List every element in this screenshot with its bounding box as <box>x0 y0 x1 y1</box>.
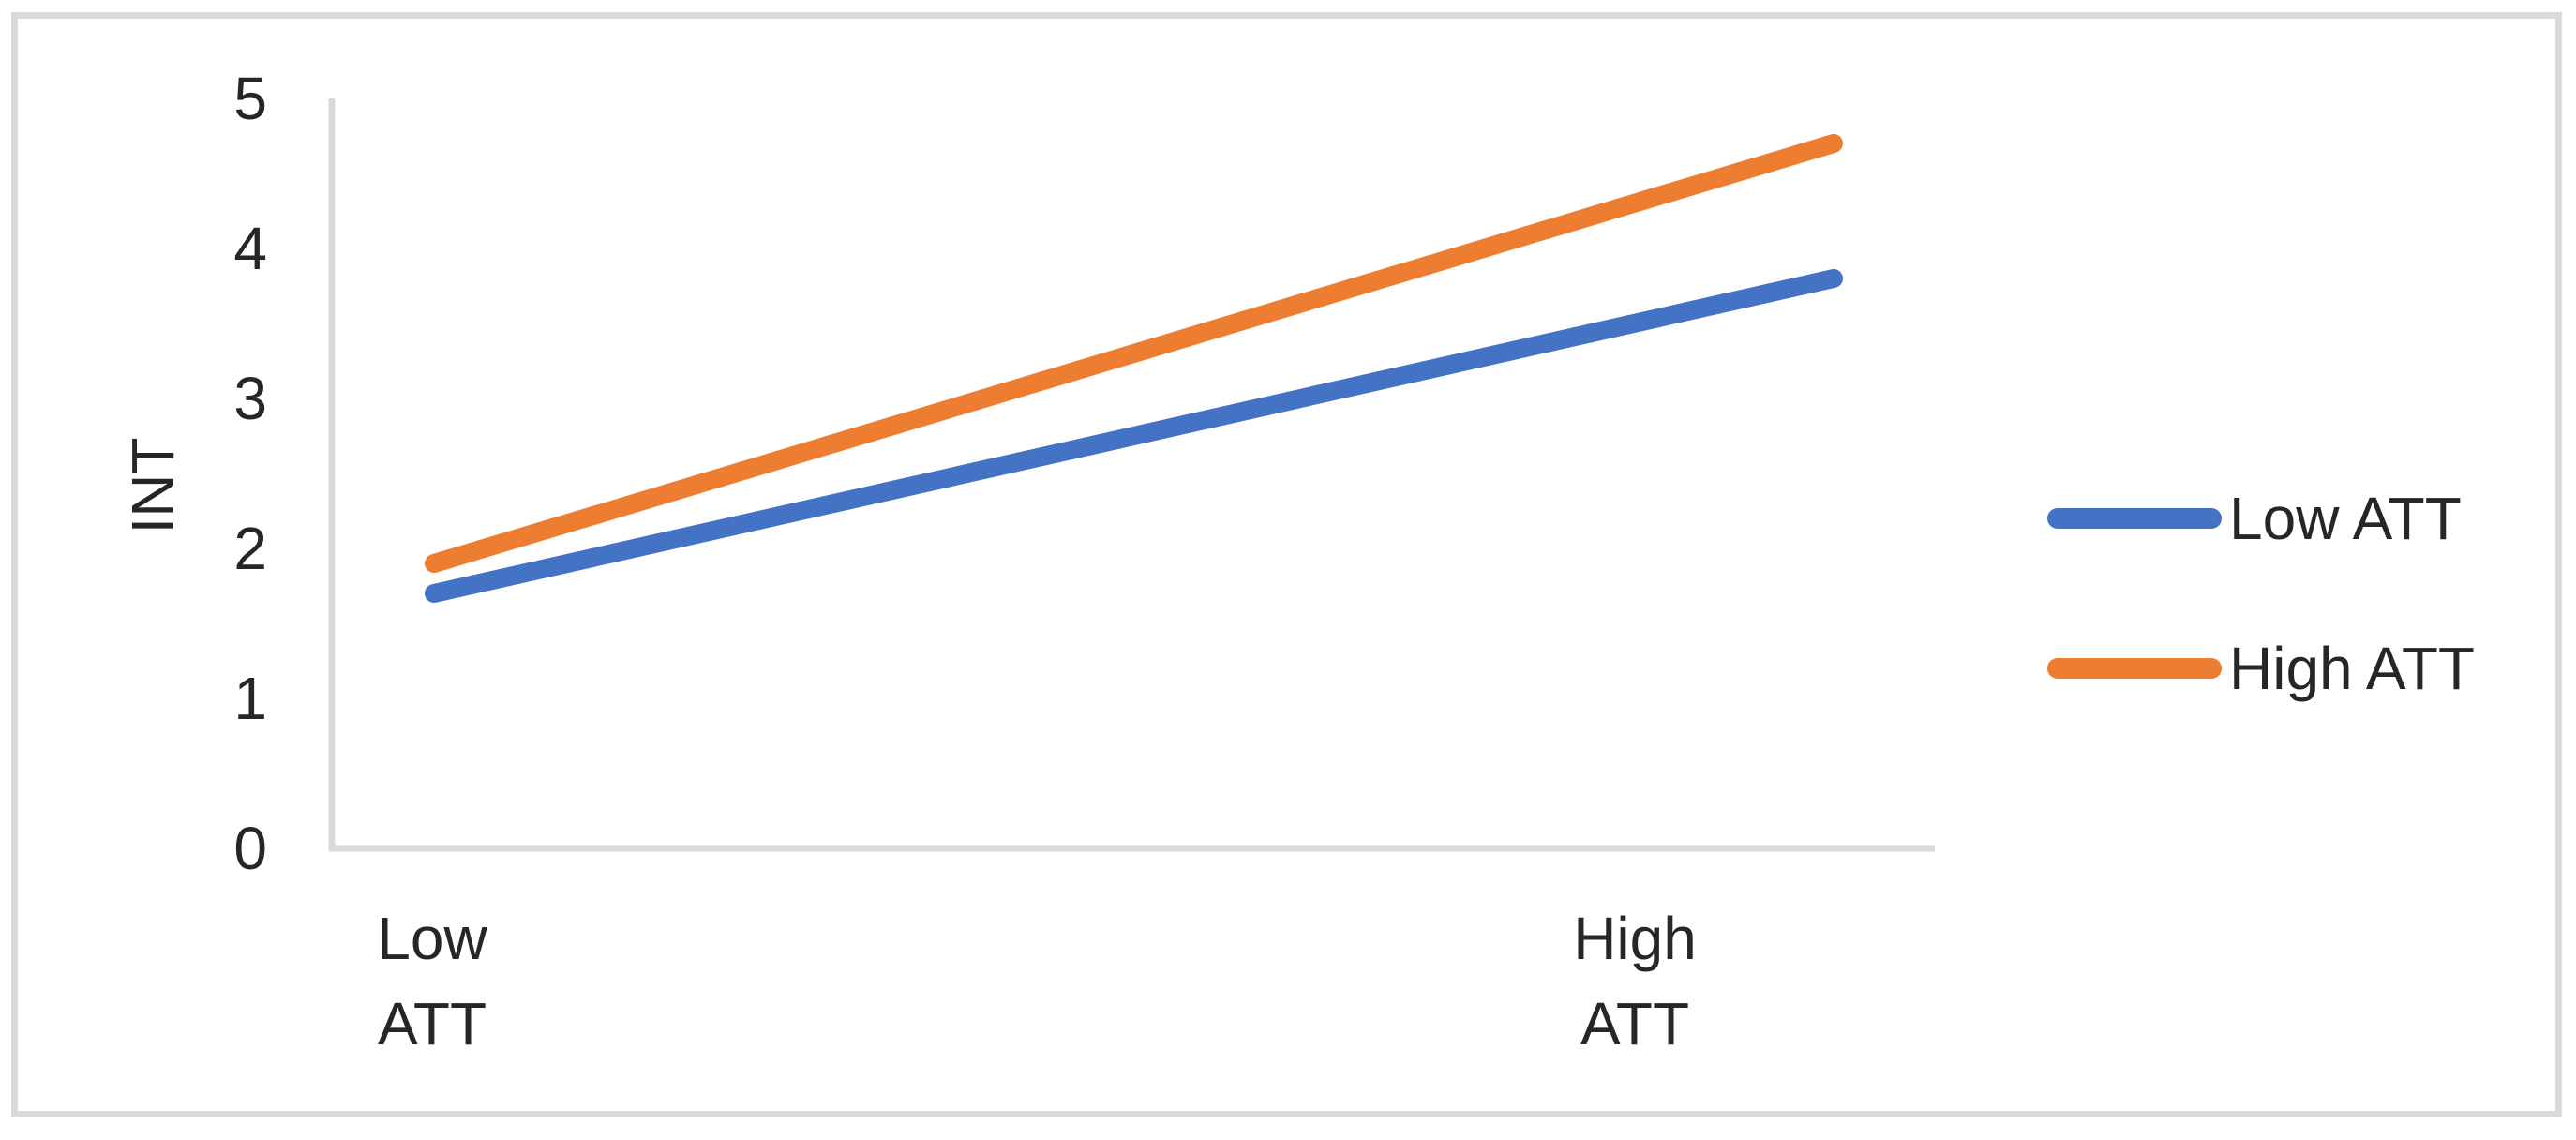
y-tick-label-0: 0 <box>233 815 267 882</box>
x-category-label-low-line2: ATT <box>377 990 487 1058</box>
legend-swatch-low-att <box>2047 508 2222 529</box>
y-tick-label-2: 2 <box>233 515 267 582</box>
legend-swatch-high-att <box>2047 658 2222 679</box>
x-category-label-low-line1: Low <box>377 905 487 972</box>
legend-item-high-att: High ATT <box>2047 631 2475 706</box>
legend-label-low-att: Low ATT <box>2229 485 2462 552</box>
x-category-label-low: Low ATT <box>292 896 573 1067</box>
x-category-label-high: High ATT <box>1494 896 1775 1067</box>
legend-label-high-att: High ATT <box>2229 635 2475 702</box>
y-tick-label-5: 5 <box>233 65 267 132</box>
legend-item-low-att: Low ATT <box>2047 481 2462 556</box>
x-category-label-high-line1: High <box>1573 905 1697 972</box>
series-line-high-att <box>425 134 1843 573</box>
x-category-label-high-line2: ATT <box>1580 990 1690 1058</box>
y-tick-label-4: 4 <box>233 215 267 282</box>
y-tick-label-3: 3 <box>233 365 267 432</box>
y-tick-label-1: 1 <box>233 665 267 732</box>
series-line-low-att <box>425 269 1843 603</box>
